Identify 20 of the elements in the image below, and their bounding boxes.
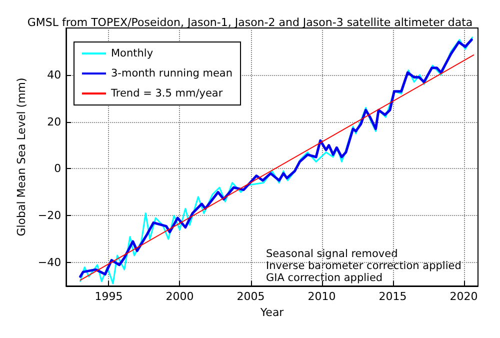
legend-label: Monthly (111, 48, 154, 60)
y-tick-label: −20 (38, 209, 62, 222)
annotation: Seasonal signal removed (266, 248, 398, 260)
x-tick-label: 1995 (94, 290, 123, 303)
x-axis-title: Year (259, 306, 284, 319)
y-axis-title: Global Mean Sea Level (mm) (15, 78, 28, 236)
x-tick-label: 2020 (450, 290, 478, 303)
x-tick-label: 2005 (236, 290, 265, 303)
legend-label: Trend = 3.5 mm/year (110, 88, 224, 100)
chart-title: GMSL from TOPEX/Poseidon, Jason-1, Jason-2 and Jason-3 satellite altimeter data (27, 16, 473, 29)
x-tick-label: 2015 (378, 290, 407, 303)
annotation: Inverse barometer correction applied (266, 260, 462, 272)
y-tick-label: −40 (38, 256, 62, 270)
x-tick-label: 2010 (308, 290, 336, 303)
annotation: GIA correction applied (266, 272, 383, 284)
y-tick-label: 0 (54, 162, 62, 176)
legend-label: 3-month running mean (111, 68, 233, 80)
y-tick-label: 20 (47, 115, 62, 128)
x-tick-label: 2000 (166, 290, 194, 303)
y-tick-label: 40 (47, 68, 62, 82)
